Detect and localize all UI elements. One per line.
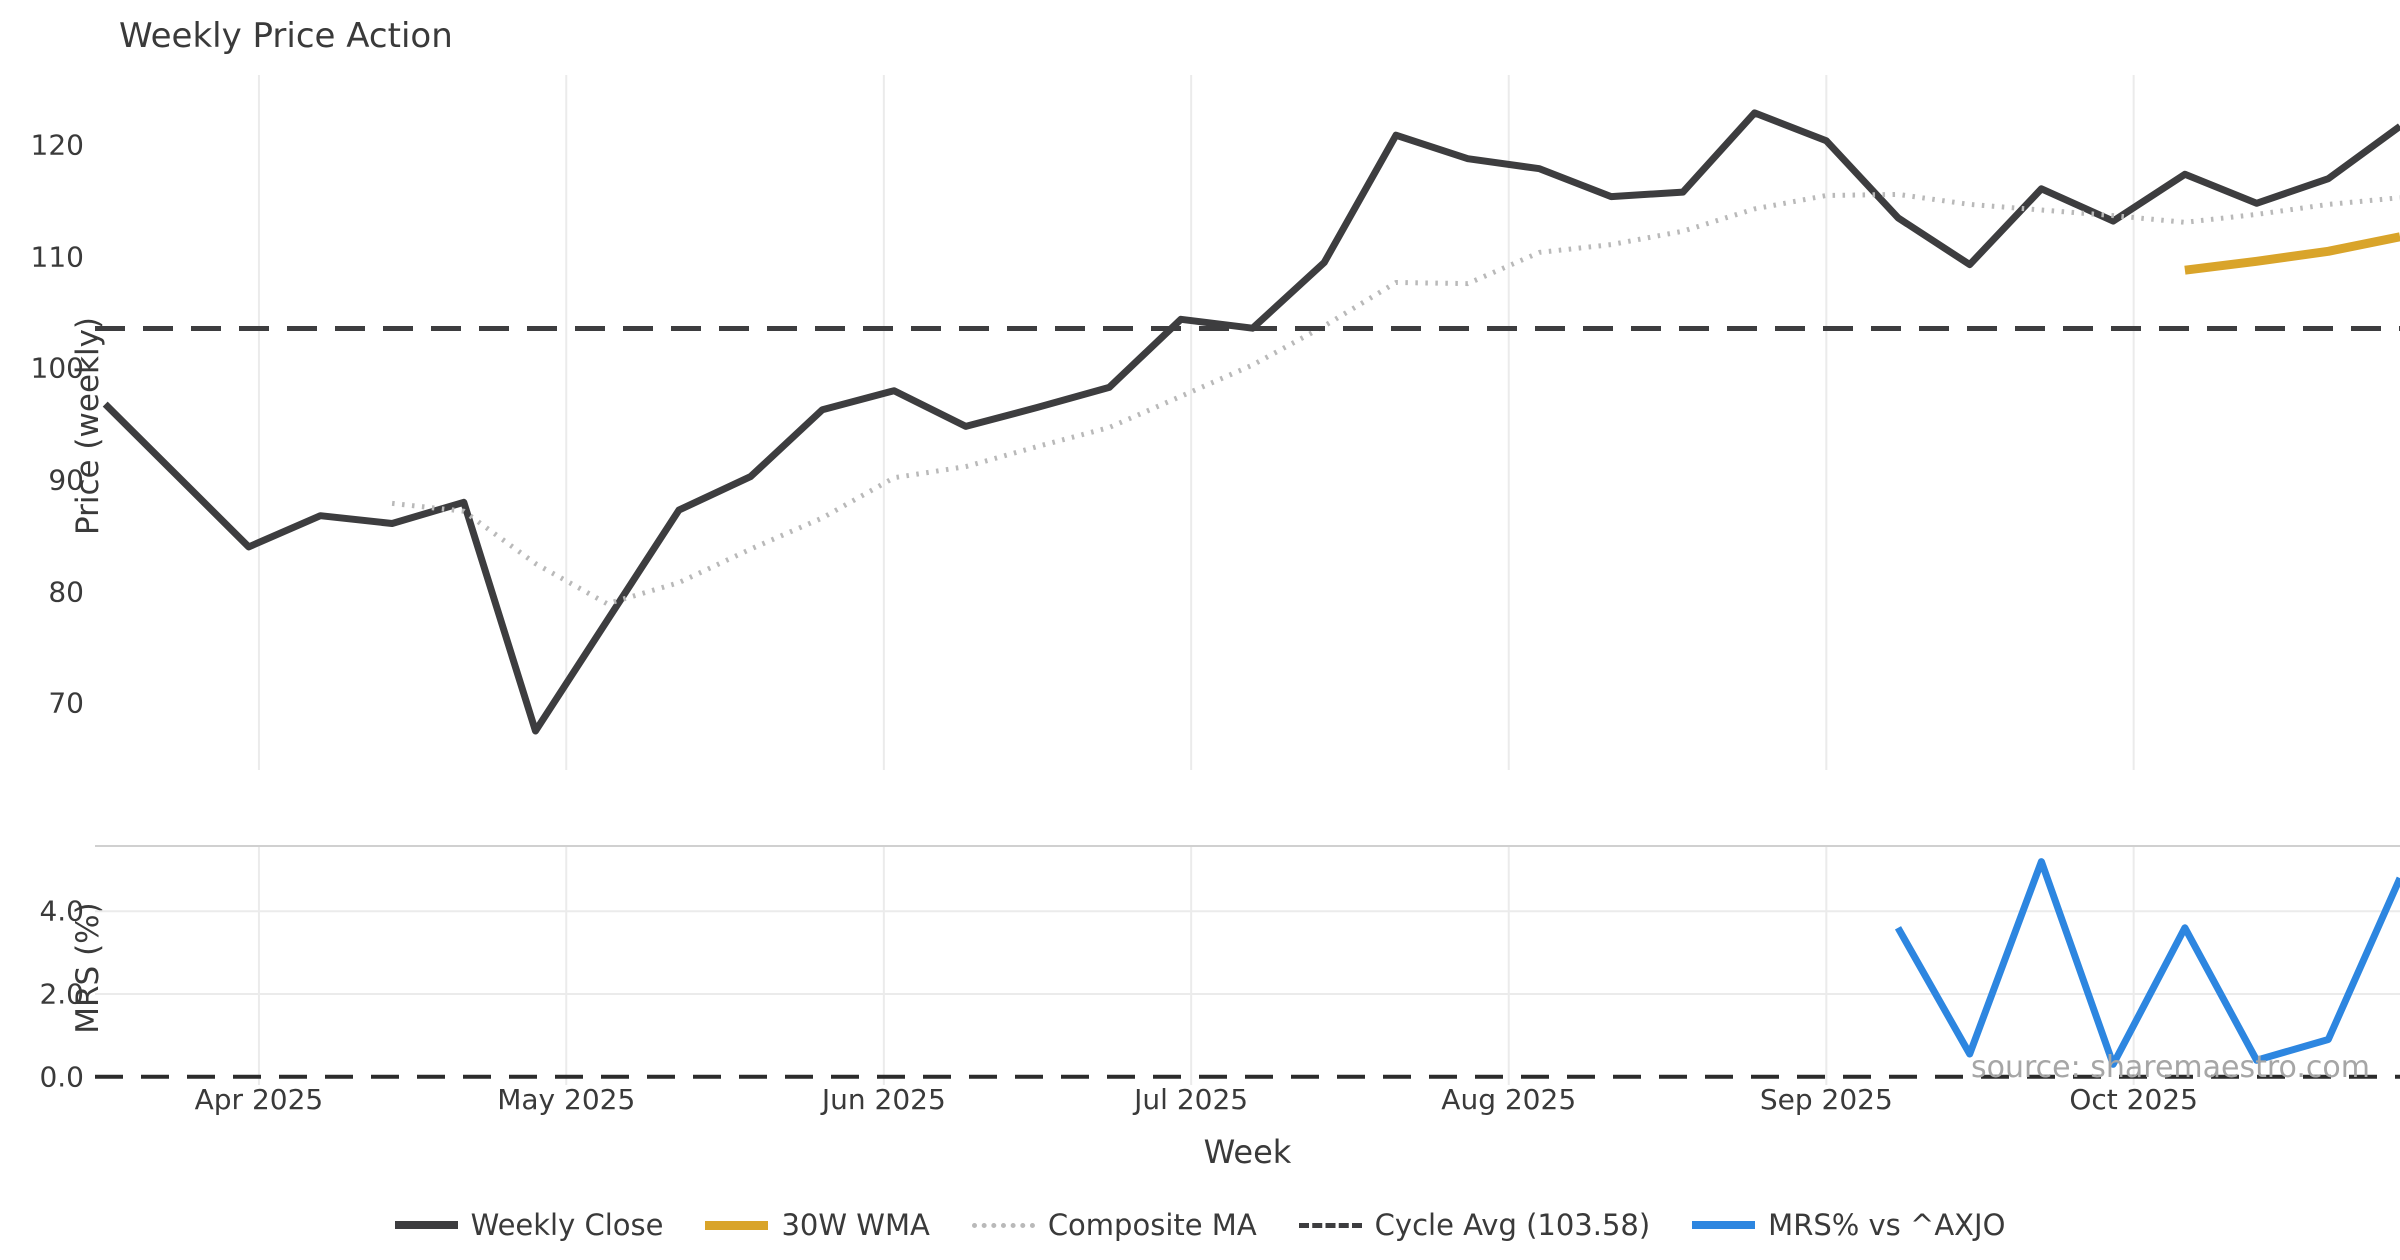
legend-label: 30W WMA: [781, 1208, 930, 1242]
y-tick-label: 4.0: [39, 894, 84, 928]
x-tick-label: May 2025: [497, 1083, 636, 1116]
y-tick-label: 110: [30, 240, 84, 274]
x-tick-label: Jul 2025: [1134, 1083, 1249, 1116]
series-line-30w-wma: [2184, 232, 2400, 275]
y-tick-label: 100: [30, 351, 84, 385]
y-tick-label: 2.0: [39, 977, 84, 1011]
chart-title: Weekly Price Action: [119, 16, 453, 56]
x-tick-label: Apr 2025: [194, 1083, 324, 1116]
x-axis-label: Week: [1203, 1133, 1292, 1171]
y-tick-label: 120: [30, 128, 84, 162]
legend-label: Cycle Avg (103.58): [1374, 1208, 1651, 1242]
legend-line-swatch: [971, 1222, 1035, 1228]
legend-item-weekly-close: Weekly Close: [394, 1208, 664, 1242]
y-tick-label: 90: [48, 463, 84, 497]
legend-item-30w-wma: 30W WMA: [705, 1208, 930, 1242]
legend-line-swatch: [394, 1221, 458, 1229]
y-tick-label: 80: [48, 575, 84, 608]
x-tick-label: Oct 2025: [2069, 1083, 2198, 1116]
legend-item-cycle-avg-103-58-: Cycle Avg (103.58): [1298, 1208, 1651, 1242]
mrs-panel-plot: [95, 845, 2400, 1085]
legend-label: Weekly Close: [470, 1208, 664, 1242]
legend: Weekly Close 30W WMA Composite MA Cycle Avg…: [0, 1208, 2400, 1242]
source-watermark: source: sharemaestro.com: [1971, 1050, 2370, 1085]
series-line-composite-ma: [391, 191, 2400, 607]
series-line-mrs-vs-axjo: [1894, 858, 2400, 1068]
legend-label: Composite MA: [1047, 1208, 1257, 1242]
price-panel-plot: [95, 75, 2400, 770]
legend-item-mrs-vs-axjo: MRS% vs ^AXJO: [1692, 1208, 2005, 1242]
legend-item-composite-ma: Composite MA: [971, 1208, 1257, 1242]
series-line-weekly-close: [102, 109, 2400, 735]
legend-line-swatch: [1692, 1221, 1756, 1229]
x-tick-label: Jun 2025: [821, 1083, 946, 1116]
legend-line-swatch: [705, 1220, 769, 1230]
y-tick-label: 0.0: [39, 1060, 84, 1094]
x-tick-label: Sep 2025: [1759, 1083, 1893, 1116]
x-tick-label: Aug 2025: [1441, 1083, 1577, 1116]
legend-label: MRS% vs ^AXJO: [1768, 1208, 2006, 1242]
legend-line-swatch: [1298, 1222, 1362, 1228]
y-tick-label: 70: [48, 686, 84, 720]
